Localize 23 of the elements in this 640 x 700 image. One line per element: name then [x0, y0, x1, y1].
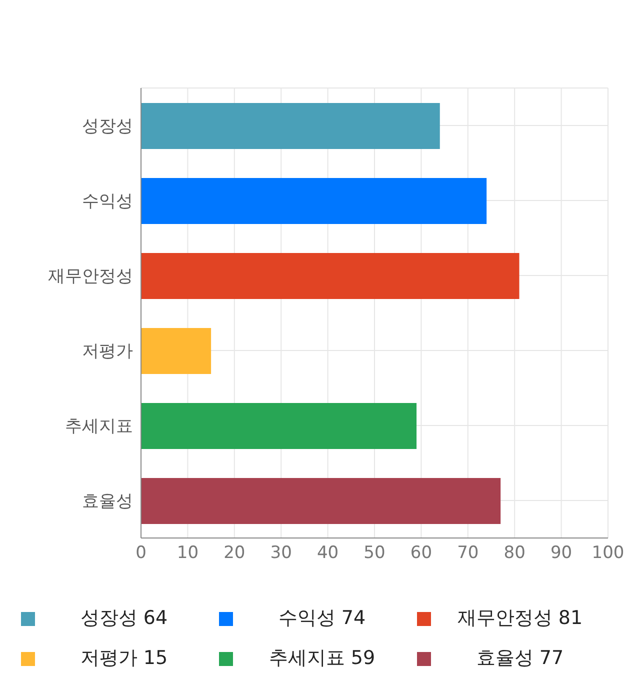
y-tick-label: 성장성: [82, 116, 133, 137]
legend-label: 수익성 74: [277, 606, 367, 631]
x-tick-label: 10: [176, 543, 199, 564]
x-tick-label: 30: [270, 543, 292, 564]
y-tick-label: 효율성: [82, 492, 133, 512]
x-tick-label: 100: [592, 543, 624, 564]
y-tick-label: 수익성: [82, 192, 133, 212]
legend-label: 재무안정성 81: [456, 606, 584, 631]
y-tick-label: 추세지표: [65, 416, 133, 437]
x-tick-label: 90: [550, 543, 572, 564]
legend-label: 추세지표 59: [268, 646, 376, 671]
y-tick-label: 저평가: [82, 342, 133, 362]
y-tick-label: 재무안정성: [48, 266, 133, 287]
x-tick-label: 50: [364, 543, 386, 564]
legend-label: 성장성 64: [79, 606, 169, 631]
x-tick-label: 40: [316, 543, 339, 564]
x-tick-label: 70: [457, 543, 479, 564]
x-tick-label: 0: [136, 543, 146, 564]
x-tick-label: 60: [410, 543, 432, 564]
x-tick-label: 20: [224, 543, 246, 564]
legend-label: 저평가 15: [79, 646, 169, 671]
legend-label: 효율성 77: [475, 646, 565, 671]
x-tick-label: 80: [504, 543, 526, 564]
